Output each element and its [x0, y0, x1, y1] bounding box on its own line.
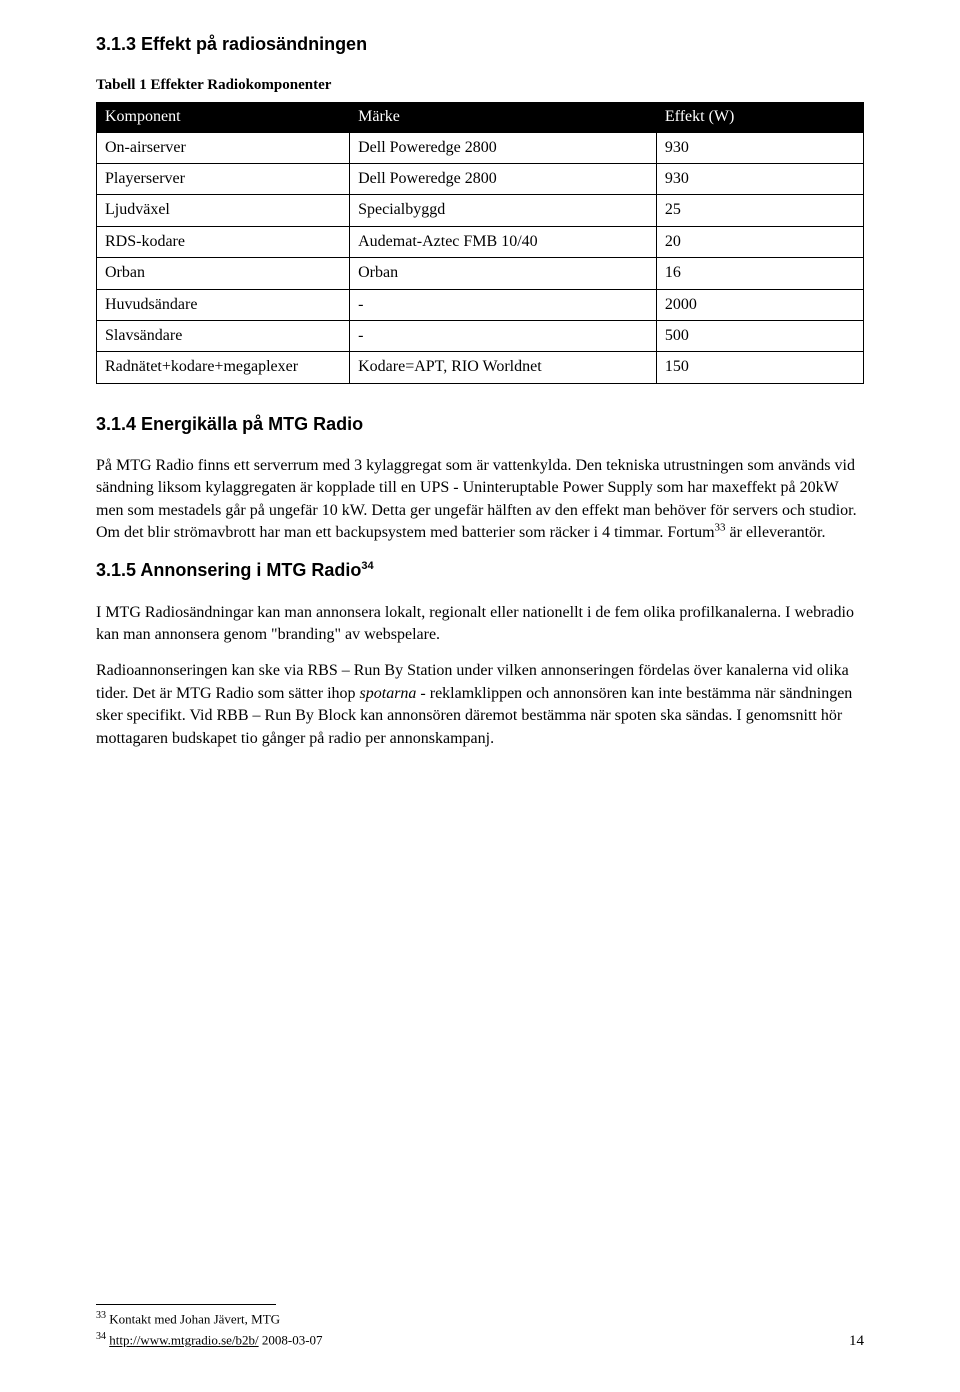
cell: Kodare=APT, RIO Worldnet: [350, 352, 657, 383]
table-row: Slavsändare - 500: [97, 320, 864, 351]
paragraph-advertising-1: I MTG Radiosändningar kan man annonsera …: [96, 602, 864, 647]
footnote-number: 34: [96, 1331, 106, 1342]
cell: Orban: [97, 258, 350, 289]
heading-3-1-3: 3.1.3 Effekt på radiosändningen: [96, 32, 864, 57]
paragraph-energy: På MTG Radio finns ett serverrum med 3 k…: [96, 455, 864, 545]
footnote-text: Kontakt med Johan Jävert, MTG: [106, 1311, 280, 1326]
footnote-line: 33 Kontakt med Johan Jävert, MTG: [96, 1309, 864, 1329]
cell: 930: [656, 133, 863, 164]
footnote-number: 33: [96, 1310, 106, 1321]
cell: 25: [656, 195, 863, 226]
col-effekt: Effekt (W): [656, 102, 863, 132]
cell: On-airserver: [97, 133, 350, 164]
cell: RDS-kodare: [97, 226, 350, 257]
cell: -: [350, 320, 657, 351]
cell: 2000: [656, 289, 863, 320]
footnote-ref: 33: [715, 522, 726, 534]
table-row: Orban Orban 16: [97, 258, 864, 289]
cell: 20: [656, 226, 863, 257]
footnotes: 33 Kontakt med Johan Jävert, MTG 34 http…: [96, 1304, 864, 1352]
col-komponent: Komponent: [97, 102, 350, 132]
table-row: Ljudväxel Specialbyggd 25: [97, 195, 864, 226]
cell: Huvudsändare: [97, 289, 350, 320]
cell: Specialbyggd: [350, 195, 657, 226]
footnote-text: 2008-03-07: [259, 1333, 323, 1348]
heading-3-1-4: 3.1.4 Energikälla på MTG Radio: [96, 412, 864, 437]
page: 3.1.3 Effekt på radiosändningen Tabell 1…: [0, 0, 960, 1392]
cell: Playerserver: [97, 163, 350, 194]
footnote-link[interactable]: http://www.mtgradio.se/b2b/: [109, 1333, 258, 1348]
cell: 150: [656, 352, 863, 383]
cell: 16: [656, 258, 863, 289]
cell: -: [350, 289, 657, 320]
heading-text: 3.1.5 Annonsering i MTG Radio: [96, 560, 361, 580]
cell: Orban: [350, 258, 657, 289]
table-row: On-airserver Dell Poweredge 2800 930: [97, 133, 864, 164]
table-caption: Tabell 1 Effekter Radiokomponenter: [96, 75, 864, 96]
cell: Ljudväxel: [97, 195, 350, 226]
cell: Radnätet+kodare+megaplexer: [97, 352, 350, 383]
italic-term: spotarna: [360, 685, 417, 702]
effects-table: Komponent Märke Effekt (W) On-airserver …: [96, 102, 864, 384]
heading-3-1-5: 3.1.5 Annonsering i MTG Radio34: [96, 558, 864, 583]
table-row: Radnätet+kodare+megaplexer Kodare=APT, R…: [97, 352, 864, 383]
cell: Audemat-Aztec FMB 10/40: [350, 226, 657, 257]
cell: Slavsändare: [97, 320, 350, 351]
table-row: Playerserver Dell Poweredge 2800 930: [97, 163, 864, 194]
para-text: är elleverantör.: [726, 524, 826, 541]
footnote-ref: 34: [361, 560, 373, 572]
cell: Dell Poweredge 2800: [350, 133, 657, 164]
cell: Dell Poweredge 2800: [350, 163, 657, 194]
table-row: RDS-kodare Audemat-Aztec FMB 10/40 20: [97, 226, 864, 257]
table-header-row: Komponent Märke Effekt (W): [97, 102, 864, 132]
footnote-rule: [96, 1304, 276, 1305]
cell: 500: [656, 320, 863, 351]
col-marke: Märke: [350, 102, 657, 132]
cell: 930: [656, 163, 863, 194]
footnote-line: 34 http://www.mtgradio.se/b2b/ 2008-03-0…: [96, 1330, 864, 1350]
paragraph-advertising-2: Radioannonseringen kan ske via RBS – Run…: [96, 660, 864, 750]
page-number: 14: [849, 1331, 864, 1352]
table-row: Huvudsändare - 2000: [97, 289, 864, 320]
